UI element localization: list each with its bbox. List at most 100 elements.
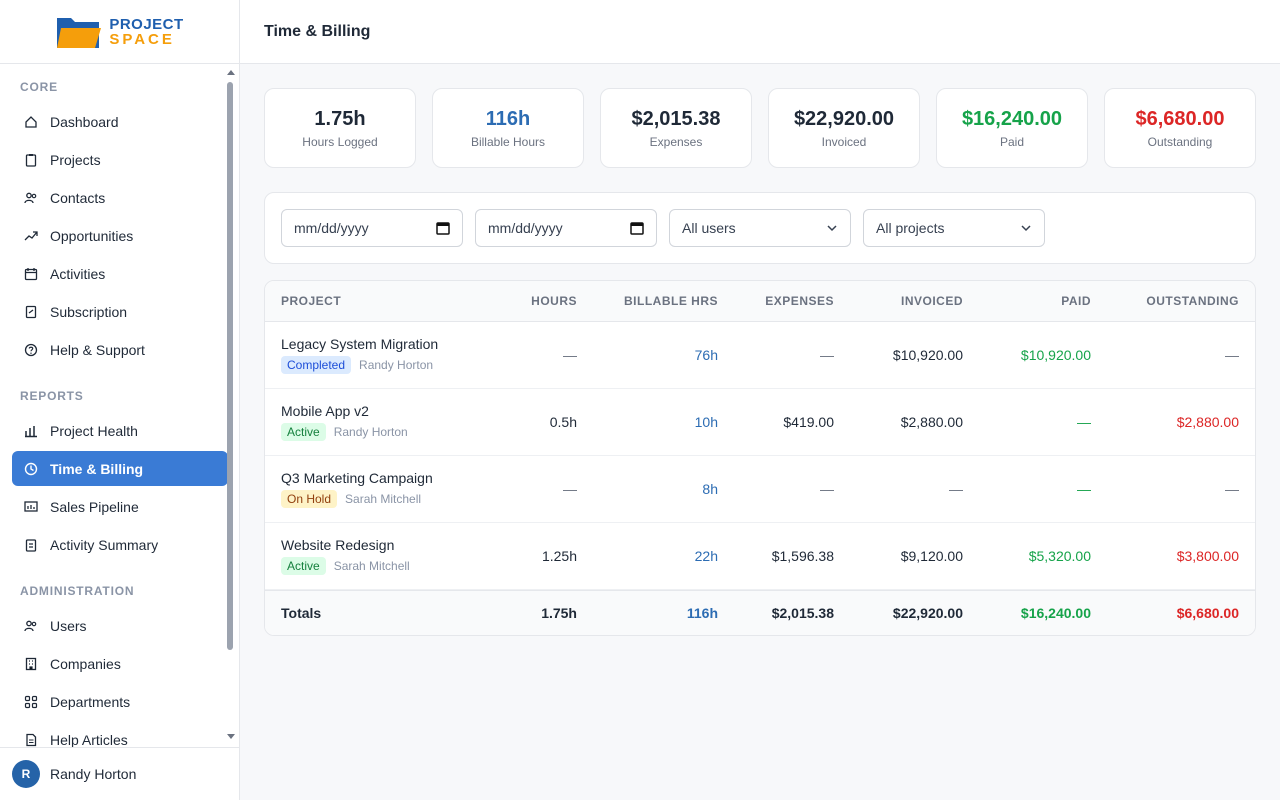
column-header-invoiced: INVOICED bbox=[900, 294, 963, 308]
expenses-cell: $419.00 bbox=[783, 414, 834, 430]
sidebar-item-dashboard[interactable]: Dashboard bbox=[12, 104, 228, 139]
user-select[interactable]: All users bbox=[669, 209, 851, 247]
scroll-thumb[interactable] bbox=[227, 82, 233, 650]
sidebar-item-subscription[interactable]: Subscription bbox=[12, 294, 228, 329]
sidebar-item-help-articles[interactable]: Help Articles bbox=[12, 722, 228, 747]
outstanding-cell: $2,880.00 bbox=[1176, 414, 1239, 430]
project-owner: Sarah Mitchell bbox=[333, 559, 410, 573]
outstanding-cell: — bbox=[1225, 347, 1239, 363]
project-name[interactable]: Website Redesign bbox=[281, 537, 395, 553]
sidebar-item-label: Companies bbox=[50, 655, 121, 672]
stat-value: $6,680.00 bbox=[1135, 107, 1225, 130]
home-icon bbox=[24, 115, 38, 129]
sidebar-item-label: Time & Billing bbox=[50, 460, 144, 477]
sidebar-item-label: Sales Pipeline bbox=[50, 498, 139, 515]
sidebar-item-users[interactable]: Users bbox=[12, 608, 228, 643]
sidebar-item-label: Opportunities bbox=[50, 227, 134, 244]
sidebar-item-label: Activity Summary bbox=[50, 536, 159, 553]
project-name[interactable]: Mobile App v2 bbox=[281, 403, 369, 419]
invoiced-cell: — bbox=[949, 481, 963, 497]
sidebar-nav: CORE Dashboard Projects Contacts Opportuniti… bbox=[0, 64, 240, 747]
page-header: Time & Billing bbox=[240, 0, 1280, 64]
sidebar-item-help-and-support[interactable]: Help & Support bbox=[12, 332, 228, 367]
stat-label: Invoiced bbox=[821, 134, 867, 149]
paid-cell: — bbox=[1077, 414, 1091, 430]
sidebar-item-label: Help Articles bbox=[50, 731, 128, 748]
sidebar-item-sales-pipeline[interactable]: Sales Pipeline bbox=[12, 489, 228, 524]
sidebar-item-project-health[interactable]: Project Health bbox=[12, 413, 228, 448]
sidebar-item-label: Projects bbox=[50, 151, 101, 168]
column-header-outstanding: OUTSTANDING bbox=[1146, 294, 1239, 308]
building-icon bbox=[24, 657, 38, 671]
clipboard-icon bbox=[24, 153, 38, 167]
avatar: R bbox=[12, 760, 40, 788]
paid-cell: $5,320.00 bbox=[1028, 548, 1091, 564]
sidebar-item-contacts[interactable]: Contacts bbox=[12, 180, 228, 215]
billable-cell: 22h bbox=[694, 548, 718, 564]
stat-value: $16,240.00 bbox=[961, 107, 1063, 130]
file-text-icon bbox=[24, 733, 38, 747]
table-row[interactable]: Website Redesign Active Sarah Mitchell 1.25… bbox=[265, 523, 1255, 590]
status-badge: Active bbox=[281, 423, 326, 441]
presentation-icon bbox=[24, 500, 38, 514]
table-row[interactable]: Legacy System Migration Completed Randy Ho… bbox=[265, 322, 1255, 389]
user-menu[interactable]: R Randy Horton bbox=[0, 747, 240, 800]
expenses-cell: — bbox=[820, 481, 834, 497]
project-owner: Sarah Mitchell bbox=[345, 492, 422, 506]
end-date-placeholder: mm/dd/yyyy bbox=[488, 220, 563, 236]
stat-card-paid: $16,240.00 Paid bbox=[936, 88, 1088, 168]
sidebar-item-label: Subscription bbox=[50, 303, 128, 320]
hours-cell: 1.25h bbox=[541, 548, 577, 564]
project-select[interactable]: All projects bbox=[863, 209, 1045, 247]
sidebar-item-time-and-billing[interactable]: Time & Billing bbox=[12, 451, 228, 486]
project-select-value: All projects bbox=[876, 220, 945, 236]
paid-cell: — bbox=[1077, 481, 1091, 497]
clipboard-list-icon bbox=[24, 538, 38, 552]
trending-up-icon bbox=[24, 229, 38, 243]
sidebar-item-label: Users bbox=[50, 617, 87, 634]
nav-section-core: CORE bbox=[20, 80, 58, 94]
users-icon bbox=[24, 619, 38, 633]
totals-row: Totals 1.75h 116h $2,015.38 $22,920.00 $… bbox=[265, 590, 1255, 635]
totals-paid: $16,240.00 bbox=[1020, 605, 1091, 621]
scroll-up-icon[interactable] bbox=[227, 70, 235, 75]
sidebar-item-activity-summary[interactable]: Activity Summary bbox=[12, 527, 228, 562]
status-badge: Active bbox=[281, 557, 326, 575]
calendar-icon[interactable] bbox=[630, 221, 644, 235]
sidebar-item-companies[interactable]: Companies bbox=[12, 646, 228, 681]
sidebar: PROJECT SPACE CORE Dashboard Projects Conta… bbox=[0, 0, 240, 800]
sidebar-item-departments[interactable]: Departments bbox=[12, 684, 228, 719]
filter-bar: mm/dd/yyyy mm/dd/yyyy All users All proj… bbox=[264, 192, 1256, 264]
sidebar-item-projects[interactable]: Projects bbox=[12, 142, 228, 177]
sidebar-item-label: Activities bbox=[50, 265, 106, 282]
stat-card-invoiced: $22,920.00 Invoiced bbox=[768, 88, 920, 168]
stat-label: Hours Logged bbox=[302, 134, 378, 149]
start-date-field[interactable]: mm/dd/yyyy bbox=[281, 209, 463, 247]
scroll-down-icon[interactable] bbox=[227, 734, 235, 739]
table-row[interactable]: Q3 Marketing Campaign On Hold Sarah Mitche… bbox=[265, 456, 1255, 523]
table-row[interactable]: Mobile App v2 Active Randy Horton 0.5h 10h $4… bbox=[265, 389, 1255, 456]
stat-label: Outstanding bbox=[1147, 134, 1213, 149]
sidebar-item-label: Help & Support bbox=[50, 341, 145, 358]
calendar-icon[interactable] bbox=[436, 221, 450, 235]
status-badge: Completed bbox=[281, 356, 352, 374]
paid-cell: $10,920.00 bbox=[1020, 347, 1091, 363]
project-name[interactable]: Legacy System Migration bbox=[281, 336, 439, 352]
logo[interactable]: PROJECT SPACE bbox=[0, 0, 239, 64]
stat-value: 1.75h bbox=[314, 107, 366, 130]
stat-value: 116h bbox=[485, 107, 531, 130]
folder-logo-icon bbox=[57, 17, 102, 48]
sidebar-item-activities[interactable]: Activities bbox=[12, 256, 228, 291]
column-header-billable-hrs: BILLABLE HRS bbox=[624, 294, 718, 308]
sidebar-scrollbar[interactable] bbox=[227, 70, 235, 743]
totals-hours: 1.75h bbox=[541, 605, 577, 621]
billable-cell: 8h bbox=[702, 481, 718, 497]
billing-table: PROJECT HOURS BILLABLE HRS EXPENSES INVOICED… bbox=[264, 280, 1256, 636]
column-header-project: PROJECT bbox=[281, 294, 342, 308]
end-date-field[interactable]: mm/dd/yyyy bbox=[475, 209, 657, 247]
project-name[interactable]: Q3 Marketing Campaign bbox=[281, 470, 433, 486]
sidebar-item-opportunities[interactable]: Opportunities bbox=[12, 218, 228, 253]
outstanding-cell: — bbox=[1225, 481, 1239, 497]
totals-billable: 116h bbox=[686, 605, 718, 621]
sidebar-item-label: Project Health bbox=[50, 422, 138, 439]
